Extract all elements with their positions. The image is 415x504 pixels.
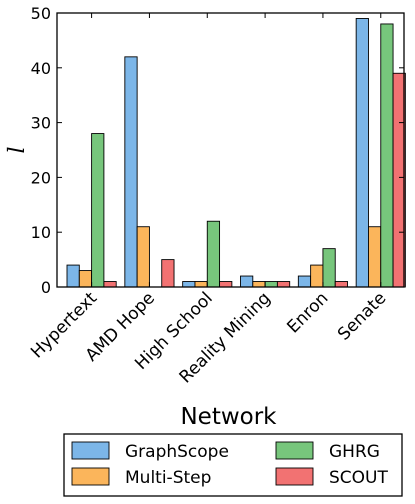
y-tick-label: 40 (31, 59, 51, 78)
y-tick-label: 50 (31, 4, 51, 23)
bar-multi-step-reality-mining (252, 281, 266, 288)
bar-scout-hypertext (103, 281, 117, 288)
y-tick-label: 20 (31, 168, 51, 187)
x-tick-label: Senate (334, 288, 390, 344)
bar-scout-reality-mining (276, 281, 291, 288)
legend-label: GHRG (329, 442, 380, 462)
y-tick-label: 30 (31, 114, 51, 133)
bar-multi-step-hypertext (78, 270, 93, 288)
plot-frame (56, 12, 405, 288)
bar-graphscope-high-school (182, 281, 196, 288)
bar-graphscope-reality-mining (240, 275, 254, 288)
bar-scout-enron (334, 281, 348, 288)
bar-graphscope-enron (297, 275, 312, 288)
bar-ghrg-hypertext (91, 133, 105, 288)
legend: GraphScope Multi-Step GHRG SCOUT (63, 433, 403, 497)
bar-multi-step-senate (368, 226, 382, 288)
bar-multi-step-amd-hope (136, 226, 150, 288)
legend-label: Multi-Step (125, 468, 211, 488)
x-tick-label: Enron (283, 288, 332, 337)
legend-swatch (71, 441, 110, 460)
bar-graphscope-hypertext (66, 264, 80, 288)
legend-swatch (275, 467, 314, 486)
bars-layer (66, 18, 406, 288)
bar-ghrg-reality-mining (264, 281, 278, 288)
y-tick-label: 10 (31, 223, 51, 242)
bar-multi-step-enron (310, 264, 324, 288)
bar-ghrg-senate (380, 23, 394, 288)
bar-ghrg-high-school (206, 220, 221, 288)
bar-scout-high-school (219, 281, 233, 288)
bar-multi-step-high-school (194, 281, 208, 288)
bar-graphscope-senate (355, 18, 369, 288)
legend-label: SCOUT (329, 468, 388, 488)
legend-swatch (71, 467, 110, 486)
y-axis-label: l (5, 146, 30, 153)
legend-box (63, 433, 403, 497)
y-tick-label: 0 (41, 278, 51, 297)
x-axis-label: Network (180, 404, 277, 430)
y-axis: 0 10 20 30 40 50 (31, 4, 404, 297)
bar-graphscope-amd-hope (124, 56, 138, 288)
legend-label: GraphScope (125, 442, 229, 462)
bar-scout-amd-hope (161, 259, 175, 288)
bar-ghrg-enron (322, 248, 336, 288)
legend-swatch (275, 441, 314, 460)
